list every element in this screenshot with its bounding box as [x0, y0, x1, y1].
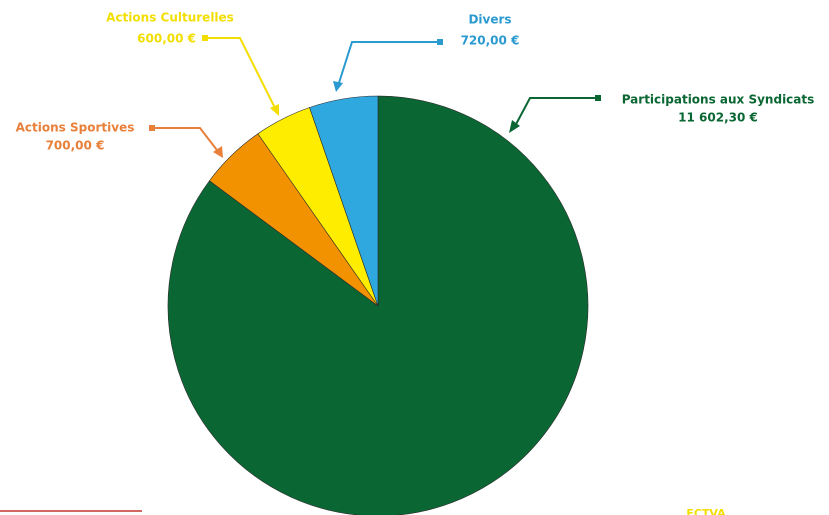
value-label: 700,00 €	[46, 139, 105, 153]
arrowhead	[270, 104, 279, 116]
slice-label: Divers	[468, 13, 511, 27]
value-label: 720,00 €	[461, 34, 520, 48]
marker	[202, 35, 208, 41]
leader-line	[152, 127, 221, 155]
value-label: 11 602,30 €	[678, 111, 758, 125]
marker	[595, 95, 601, 101]
leader-line	[205, 37, 277, 111]
pie-slice	[309, 95, 379, 307]
slice-label: Participations aux Syndicats	[622, 93, 815, 107]
arrowhead	[333, 81, 343, 92]
slice-label: Actions Culturelles	[106, 11, 234, 25]
leader-line	[337, 41, 440, 87]
pie-slice	[167, 95, 589, 515]
leader-line	[513, 97, 598, 129]
value-label: 600,00 €	[137, 32, 196, 46]
footer-note: FCTVA	[686, 507, 726, 515]
leader-markers	[149, 35, 601, 158]
arrowhead	[213, 146, 223, 158]
leaders	[152, 37, 598, 155]
pie	[167, 95, 589, 515]
arrowhead	[509, 120, 520, 133]
labels: Participations aux Syndicats 11 602,30 €…	[16, 11, 815, 153]
marker	[437, 39, 443, 45]
slice-label: Actions Sportives	[16, 121, 135, 135]
marker	[149, 125, 155, 131]
